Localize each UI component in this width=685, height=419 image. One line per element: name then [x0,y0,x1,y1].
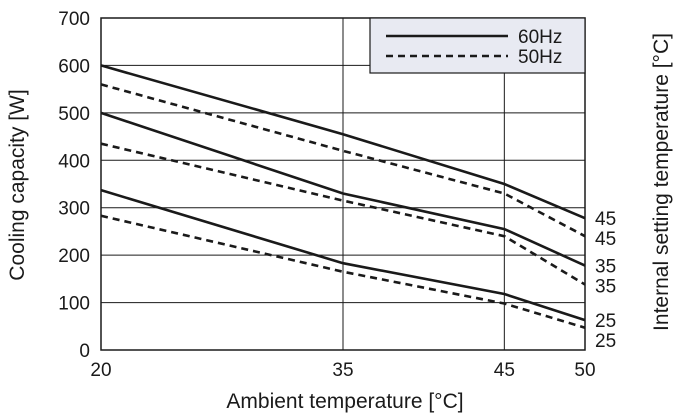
setting-temp-label: 35 [595,277,616,298]
series-line-50hz-45 [100,83,586,238]
y-tick-label: 300 [58,199,90,220]
y-axis-label: Cooling capacity [W] [6,89,29,280]
series-line-60hz-25 [100,188,586,322]
y-tick-label: 200 [58,246,90,267]
y-tick-label: 100 [58,294,90,315]
setting-temp-label: 25 [595,311,616,332]
x-tick-label: 35 [332,360,353,381]
x-tick-label: 20 [90,360,111,381]
setting-temp-label: 45 [595,209,616,230]
setting-temp-label: 45 [595,229,616,250]
y-tick-labels: 0 100 200 300 400 500 600 700 [58,9,90,362]
legend-label-60hz: 60Hz [518,27,562,48]
y-tick-label: 400 [58,151,90,172]
x-axis-label: Ambient temperature [°C] [226,390,463,413]
grid-lines [101,18,585,350]
setting-temp-label: 35 [595,257,616,278]
series-line-50hz-25 [100,214,586,329]
series-line-60hz-45 [100,64,586,220]
setting-temp-label: 25 [595,331,616,352]
series-lines [100,64,586,329]
x-tick-label: 50 [574,360,595,381]
legend-label-50hz: 50Hz [518,47,562,68]
right-axis-label: Internal setting temperature [°C] [650,33,673,331]
plot-frame [100,17,586,351]
legend-box [369,17,586,74]
y-tick-label: 600 [58,56,90,77]
y-tick-label: 500 [58,104,90,125]
y-tick-label: 700 [58,9,90,30]
x-tick-label: 45 [494,360,515,381]
y-tick-label: 0 [79,341,90,362]
x-tick-labels: 20 35 45 50 [90,360,595,381]
series-line-60hz-35 [100,111,586,267]
series-line-50hz-35 [100,142,586,286]
